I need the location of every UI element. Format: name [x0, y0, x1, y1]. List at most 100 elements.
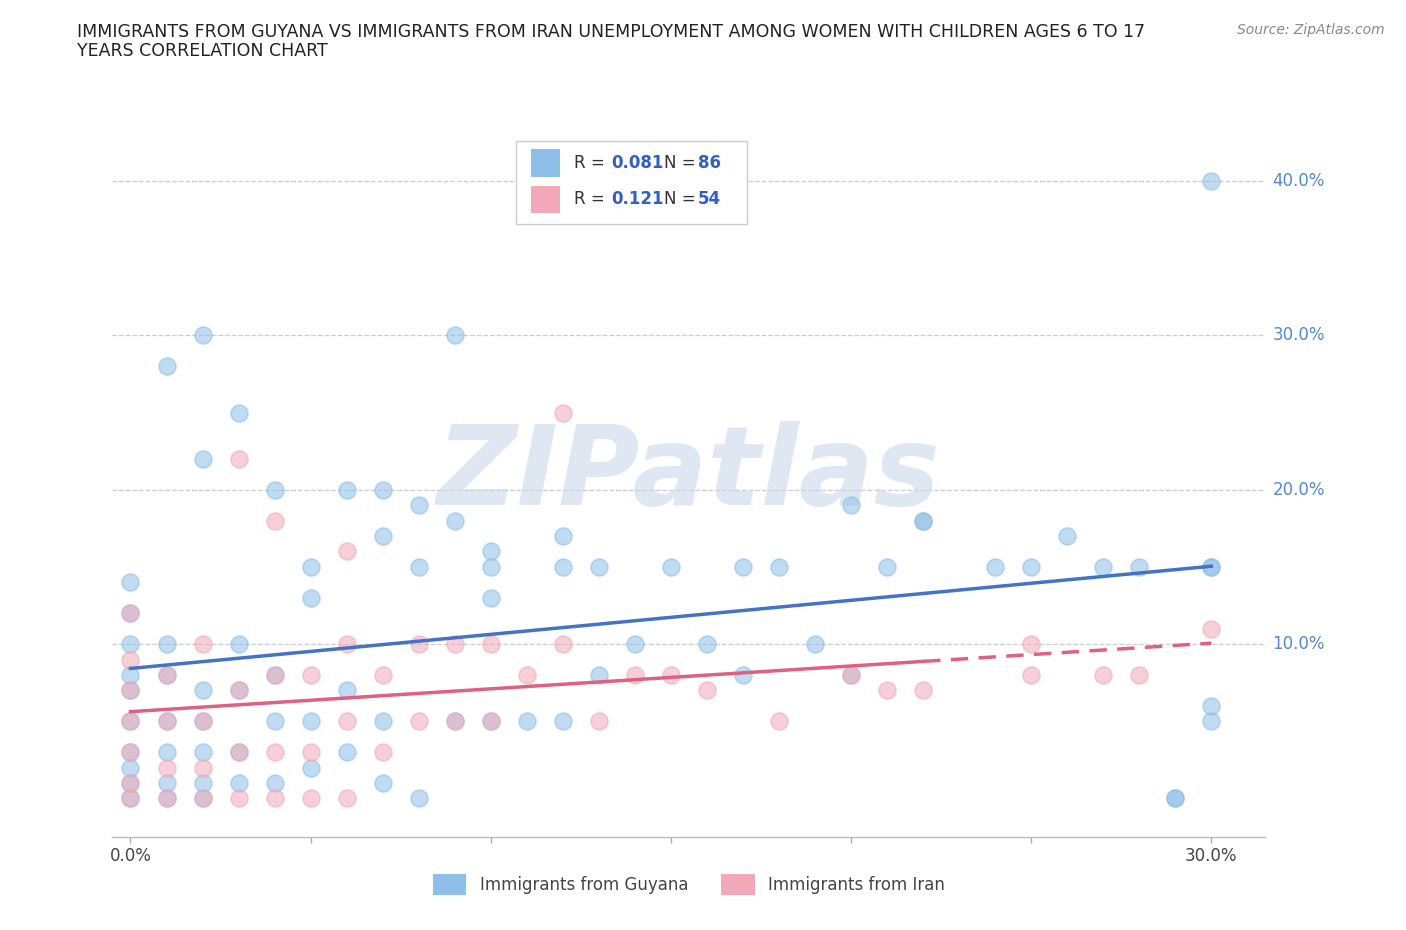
Point: [191, 791, 214, 806]
Text: Source: ZipAtlas.com: Source: ZipAtlas.com: [1237, 23, 1385, 37]
Point: [120, 745, 142, 760]
Point: [876, 560, 898, 575]
Point: [912, 683, 935, 698]
Point: [1201, 560, 1223, 575]
Legend: Immigrants from Guyana, Immigrants from Iran: Immigrants from Guyana, Immigrants from …: [426, 868, 952, 901]
Text: 10.0%: 10.0%: [1272, 635, 1324, 653]
Point: [371, 528, 394, 543]
Text: 40.0%: 40.0%: [1272, 172, 1324, 190]
Point: [228, 791, 250, 806]
Point: [263, 668, 285, 683]
Point: [479, 714, 502, 729]
Point: [263, 791, 285, 806]
Point: [371, 714, 394, 729]
Point: [768, 560, 790, 575]
Point: [120, 714, 142, 729]
Point: [228, 637, 250, 652]
Text: YEARS CORRELATION CHART: YEARS CORRELATION CHART: [77, 42, 328, 60]
Text: R =: R =: [574, 154, 610, 172]
Point: [336, 683, 359, 698]
Point: [228, 451, 250, 466]
Point: [1164, 791, 1187, 806]
Point: [191, 745, 214, 760]
Point: [443, 714, 465, 729]
Point: [155, 359, 177, 374]
Point: [1201, 174, 1223, 189]
Point: [371, 776, 394, 790]
Point: [191, 328, 214, 343]
Point: [336, 637, 359, 652]
Point: [588, 668, 610, 683]
Point: [479, 591, 502, 605]
Text: N =: N =: [664, 154, 700, 172]
Point: [228, 683, 250, 698]
Point: [624, 668, 647, 683]
Point: [336, 791, 359, 806]
Point: [516, 668, 538, 683]
Point: [551, 405, 574, 420]
Point: [659, 560, 682, 575]
Point: [371, 483, 394, 498]
Point: [120, 776, 142, 790]
Text: N =: N =: [664, 191, 700, 208]
Point: [1128, 560, 1150, 575]
Point: [1201, 621, 1223, 636]
Point: [228, 405, 250, 420]
Point: [155, 776, 177, 790]
Text: 0.121: 0.121: [612, 191, 664, 208]
Point: [299, 714, 322, 729]
Text: 0.081: 0.081: [612, 154, 664, 172]
Point: [1019, 560, 1042, 575]
Point: [336, 745, 359, 760]
Point: [263, 513, 285, 528]
Point: [768, 714, 790, 729]
Point: [804, 637, 827, 652]
Point: [551, 528, 574, 543]
Point: [120, 683, 142, 698]
Point: [263, 668, 285, 683]
Point: [191, 637, 214, 652]
Point: [408, 498, 430, 512]
Point: [624, 637, 647, 652]
Text: 86: 86: [699, 154, 721, 172]
Point: [155, 714, 177, 729]
Point: [299, 745, 322, 760]
Point: [696, 637, 718, 652]
Point: [1128, 668, 1150, 683]
Point: [443, 328, 465, 343]
Text: 54: 54: [699, 191, 721, 208]
Point: [408, 791, 430, 806]
Point: [263, 483, 285, 498]
Point: [191, 760, 214, 775]
Text: IMMIGRANTS FROM GUYANA VS IMMIGRANTS FROM IRAN UNEMPLOYMENT AMONG WOMEN WITH CHI: IMMIGRANTS FROM GUYANA VS IMMIGRANTS FRO…: [77, 23, 1146, 41]
Point: [120, 668, 142, 683]
Point: [408, 637, 430, 652]
Point: [731, 668, 754, 683]
Point: [839, 498, 862, 512]
Point: [191, 776, 214, 790]
Point: [1201, 714, 1223, 729]
Point: [551, 560, 574, 575]
Point: [299, 560, 322, 575]
Point: [120, 791, 142, 806]
Point: [551, 637, 574, 652]
Point: [191, 791, 214, 806]
Point: [299, 668, 322, 683]
Point: [1019, 637, 1042, 652]
Point: [408, 714, 430, 729]
Point: [479, 714, 502, 729]
Point: [120, 575, 142, 590]
Point: [1201, 560, 1223, 575]
Point: [443, 637, 465, 652]
Point: [371, 668, 394, 683]
Point: [551, 714, 574, 729]
Point: [1164, 791, 1187, 806]
Point: [588, 560, 610, 575]
Point: [155, 668, 177, 683]
Point: [155, 791, 177, 806]
Point: [299, 760, 322, 775]
Point: [155, 760, 177, 775]
Point: [1092, 560, 1115, 575]
Point: [191, 714, 214, 729]
Point: [479, 560, 502, 575]
